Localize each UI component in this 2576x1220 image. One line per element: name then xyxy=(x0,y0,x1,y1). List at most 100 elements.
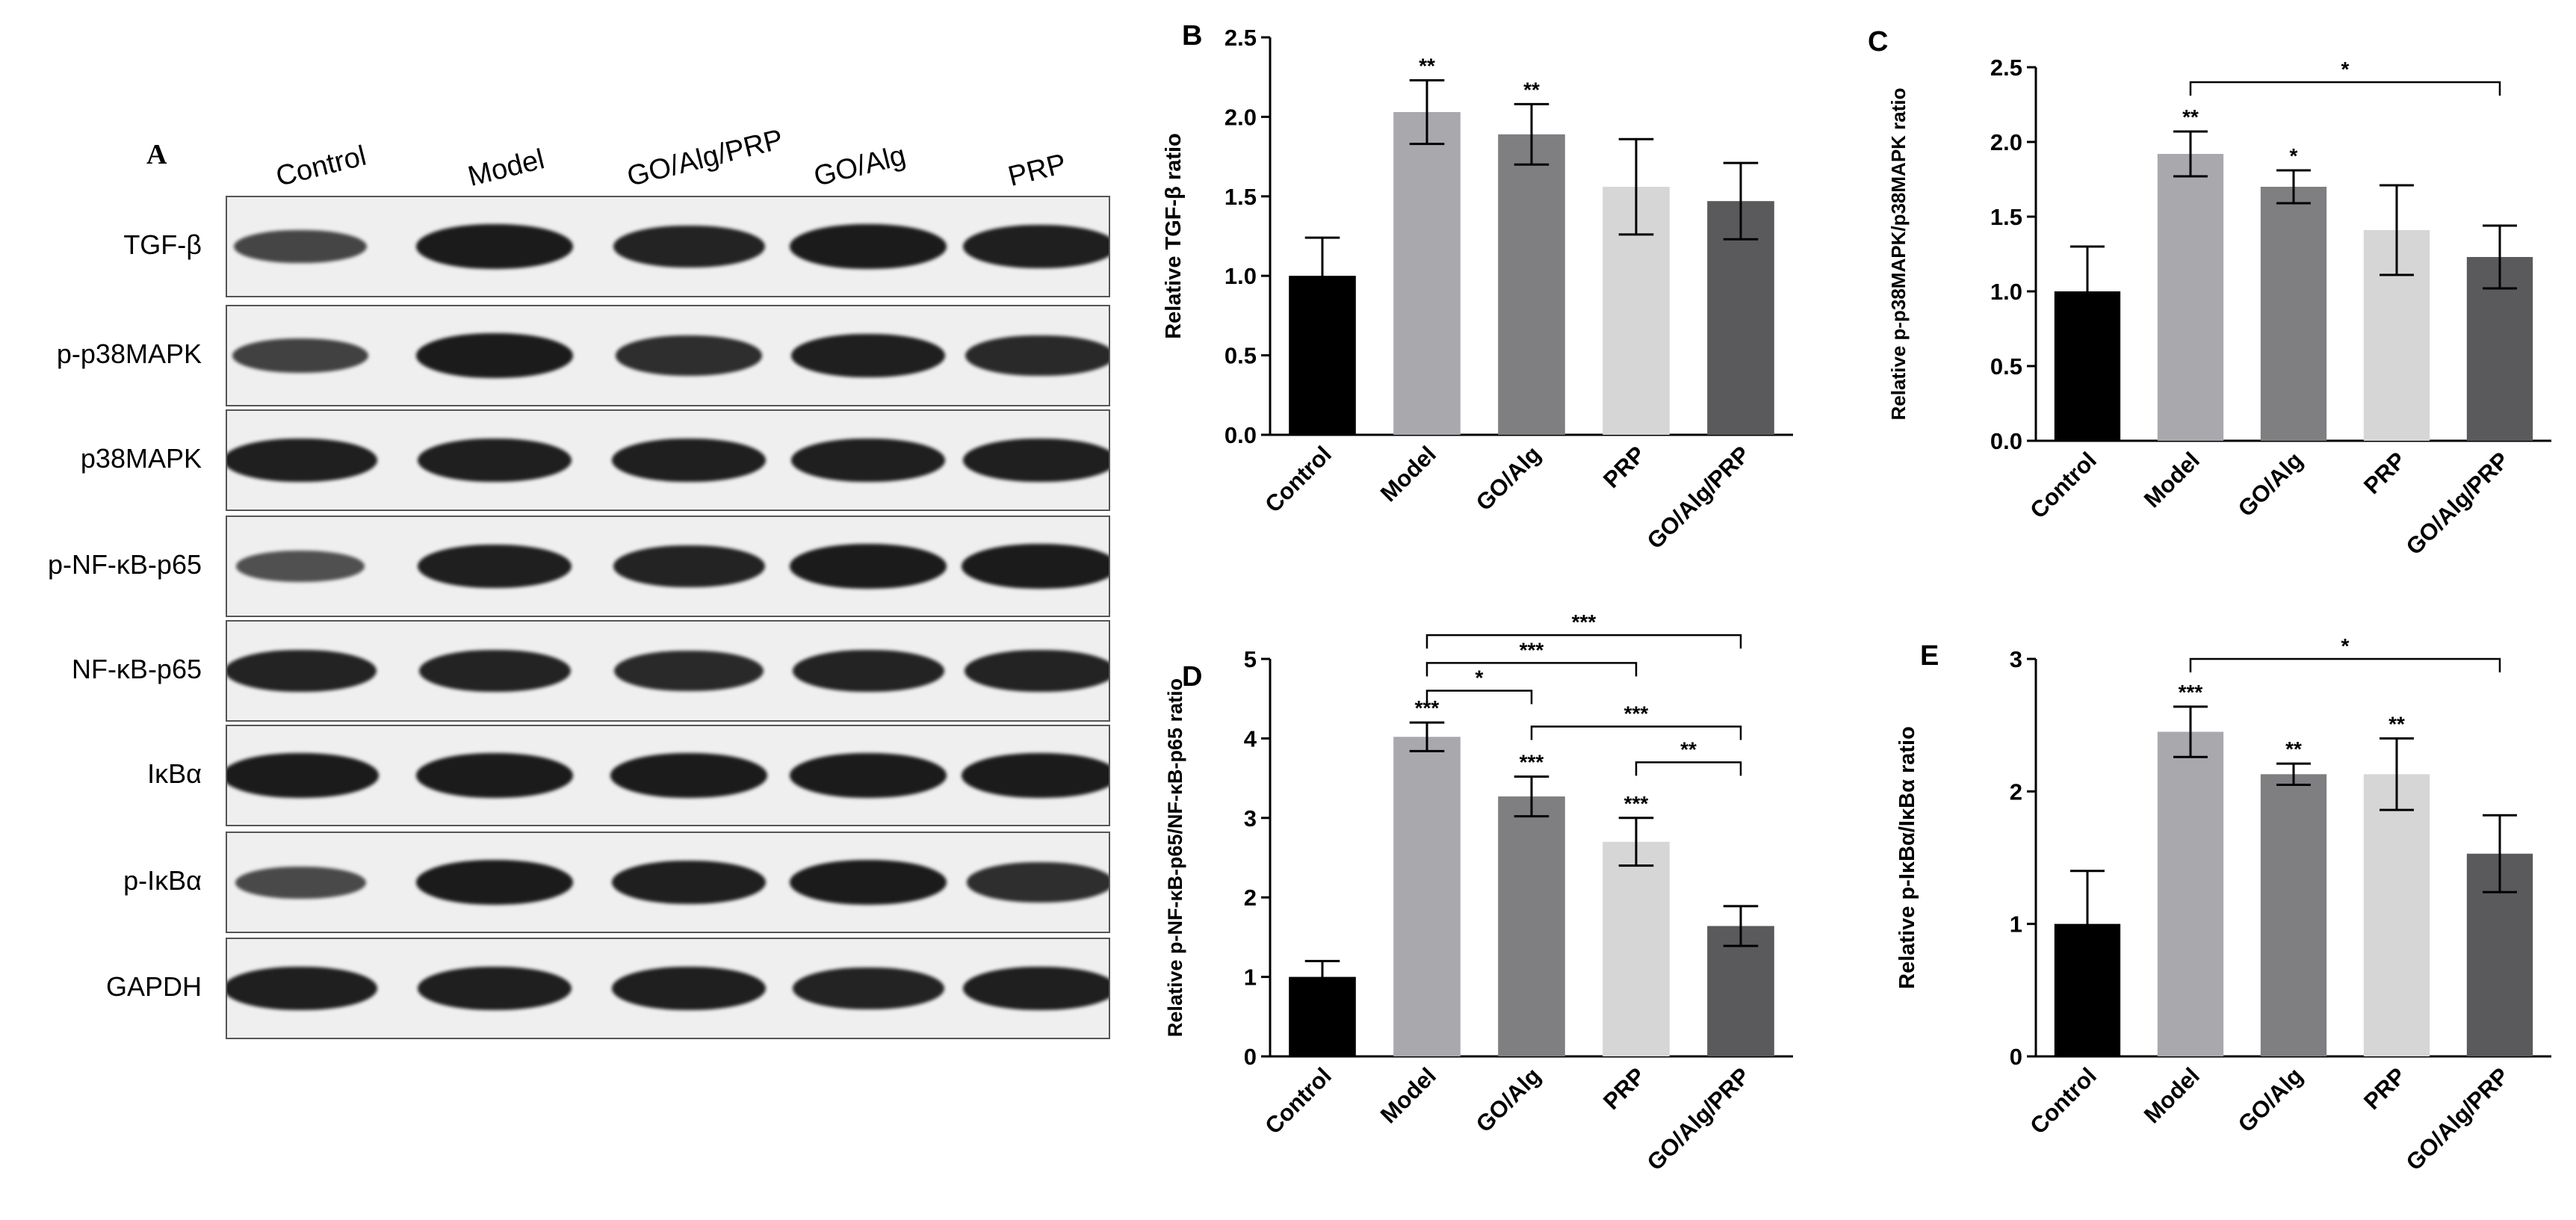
category-label: Model xyxy=(1375,1062,1441,1128)
band-1-1 xyxy=(416,333,573,378)
y-tick-label: 2 xyxy=(2010,778,2022,805)
band-3-0 xyxy=(236,551,365,582)
bar-go-alg xyxy=(2260,774,2327,1056)
panel-letter-c: C xyxy=(1868,26,1888,58)
band-1-3 xyxy=(790,333,946,378)
band-7-3 xyxy=(792,967,944,1010)
category-label: Control xyxy=(1260,441,1337,518)
lane-label-0: Control xyxy=(273,140,370,193)
bracket-label: * xyxy=(1476,666,1484,690)
bracket-label: * xyxy=(2341,58,2350,81)
panel-letter-b: B xyxy=(1182,20,1202,52)
y-tick-label: 0 xyxy=(1244,1044,1257,1070)
bracket-label: *** xyxy=(1624,702,1649,725)
protein-label-1: p-p38MAPK xyxy=(56,338,202,369)
bracket-label: ** xyxy=(1680,737,1697,761)
blot-strip-2 xyxy=(226,409,1110,511)
category-label: GO/Alg xyxy=(2233,447,2308,521)
bar-go-alg xyxy=(1498,796,1565,1056)
comparison-bracket xyxy=(1530,725,1742,740)
y-axis-label: Relative p-IκBα/IκBα ratio xyxy=(1895,726,1919,989)
band-4-0 xyxy=(227,649,377,693)
y-tick-label: 0.5 xyxy=(1990,353,2022,380)
protein-label-5: IκBα xyxy=(147,758,202,789)
bar-prp xyxy=(1603,841,1670,1056)
comparison-bracket xyxy=(1425,662,1638,677)
band-2-1 xyxy=(417,438,572,483)
y-tick-label: 0 xyxy=(2010,1044,2022,1070)
bar-go-alg-prp xyxy=(1707,926,1774,1056)
protein-label-6: p-IκBα xyxy=(123,865,202,896)
band-0-0 xyxy=(233,229,368,264)
y-tick-label: 3 xyxy=(2010,646,2022,672)
panel-letter-a: A xyxy=(146,139,167,170)
comparison-bracket xyxy=(1425,634,1742,649)
band-7-1 xyxy=(417,966,572,1011)
y-axis-label: Relative p-NF-κB-p65/NF-κB-p65 ratio xyxy=(1164,678,1186,1037)
category-label: Control xyxy=(2025,1062,2102,1139)
category-label: Model xyxy=(2139,1062,2205,1128)
band-2-0 xyxy=(227,438,378,483)
bracket-label: *** xyxy=(1572,610,1597,634)
y-tick-label: 1.5 xyxy=(1224,184,1257,210)
band-5-1 xyxy=(416,753,573,798)
y-tick-label: 1 xyxy=(1244,964,1257,991)
lane-label-1: Model xyxy=(465,143,548,193)
category-label: Model xyxy=(2139,447,2205,513)
category-label: PRP xyxy=(1598,441,1650,493)
band-5-2 xyxy=(610,753,767,798)
y-tick-label: 1.0 xyxy=(1990,279,2022,305)
blot-strip-1 xyxy=(226,305,1110,406)
y-tick-label: 0.5 xyxy=(1224,343,1257,369)
band-4-1 xyxy=(418,649,571,693)
band-6-0 xyxy=(235,866,366,899)
band-3-1 xyxy=(417,544,572,589)
band-2-3 xyxy=(790,438,946,483)
band-7-0 xyxy=(227,966,378,1011)
chart-panel-b: B 0.0 0.5 1.0 1.5 2.0 2.5 Relative TGF-β ratio C… xyxy=(1162,20,1793,554)
category-label: Model xyxy=(1375,441,1441,507)
blot-strip-4 xyxy=(226,620,1110,722)
bar-model xyxy=(2157,731,2224,1056)
category-label: Control xyxy=(2025,447,2102,524)
protein-label-7: GAPDH xyxy=(105,971,202,1002)
category-label: GO/Alg/PRP xyxy=(1642,1062,1755,1175)
significance-label: ** xyxy=(2285,737,2302,761)
y-tick-label: 5 xyxy=(1244,646,1257,672)
band-0-1 xyxy=(416,224,573,269)
significance-label: ** xyxy=(1523,78,1540,101)
protein-label-3: p-NF-κB-p65 xyxy=(47,549,202,580)
y-tick-label: 0.0 xyxy=(1990,428,2022,454)
y-tick-label: 2 xyxy=(1244,885,1257,911)
chart-panel-d: D 0 1 2 3 4 5 Relative p-NF-κB-p65/NF-κB-p65 ra… xyxy=(1164,610,1793,1176)
bar-model xyxy=(1393,112,1461,436)
y-tick-label: 3 xyxy=(1244,805,1257,832)
bar-go-alg xyxy=(2260,187,2327,441)
protein-label-2: p38MAPK xyxy=(80,443,202,474)
category-label: GO/Alg xyxy=(2233,1062,2308,1137)
significance-label: *** xyxy=(1520,750,1544,773)
band-0-4 xyxy=(962,224,1109,269)
bar-prp xyxy=(2363,774,2430,1056)
y-axis-label: Relative TGF-β ratio xyxy=(1162,133,1186,339)
bracket-label: * xyxy=(2341,634,2350,657)
band-3-3 xyxy=(790,544,947,589)
band-6-1 xyxy=(416,860,573,905)
category-label: GO/Alg xyxy=(1471,441,1546,515)
significance-label: ** xyxy=(1419,54,1435,77)
band-7-2 xyxy=(611,966,767,1011)
category-label: PRP xyxy=(1598,1062,1650,1115)
significance-label: *** xyxy=(1624,792,1649,815)
western-blot-panel: A Control Model GO/Alg/PRP GO/Alg PRP TGF-β p… xyxy=(0,0,1121,1220)
y-tick-label: 2.0 xyxy=(1990,129,2022,155)
bar-go-alg xyxy=(1498,134,1565,436)
bar-model xyxy=(1393,737,1461,1056)
band-7-4 xyxy=(962,966,1109,1011)
lane-label-3: GO/Alg xyxy=(811,140,909,193)
y-tick-label: 2.0 xyxy=(1224,104,1257,130)
y-tick-label: 1 xyxy=(2010,911,2022,938)
band-0-2 xyxy=(613,225,765,268)
panel-letter-d: D xyxy=(1182,661,1202,693)
blot-strip-5 xyxy=(226,725,1110,826)
